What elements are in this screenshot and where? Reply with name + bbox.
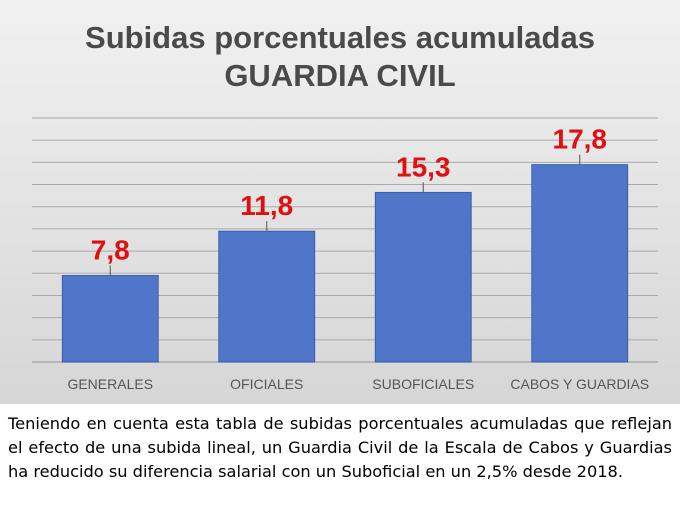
value-label: 15,3: [396, 151, 451, 182]
value-label: 17,8: [553, 124, 608, 155]
chart-panel: Subidas porcentuales acumuladas GUARDIA …: [0, 0, 680, 404]
chart-subtitle: GUARDIA CIVIL: [224, 58, 455, 93]
bar-suboficiales: [374, 191, 472, 363]
caption-text: Teniendo en cuenta esta tabla de subidas…: [8, 414, 672, 481]
bar-cabos-y-guardias: [531, 164, 629, 363]
value-label: 11,8: [240, 190, 293, 221]
category-label: OFICIALES: [230, 376, 303, 392]
bar-generales: [61, 275, 159, 363]
chart-title: Subidas porcentuales acumuladas: [85, 20, 595, 55]
bar-chart: Subidas porcentuales acumuladas GUARDIA …: [32, 20, 658, 392]
category-label: GENERALES: [67, 376, 153, 392]
category-label: CABOS Y GUARDIAS: [510, 376, 649, 392]
value-label: 7,8: [91, 234, 130, 265]
category-labels: GENERALES OFICIALES SUBOFICIALES CABOS Y GU…: [67, 376, 649, 392]
bars: [61, 164, 629, 363]
value-labels: 7,8 11,8 15,3 17,8: [91, 124, 607, 276]
bar-oficiales: [218, 230, 316, 363]
category-label: SUBOFICIALES: [372, 376, 474, 392]
